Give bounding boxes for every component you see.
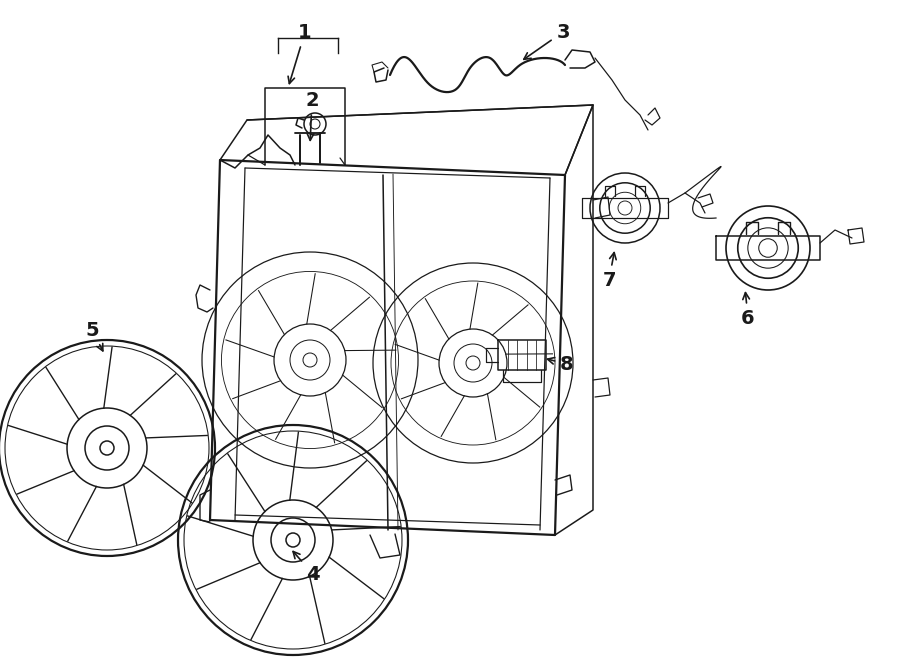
Text: 6: 6 [742, 293, 755, 327]
Ellipse shape [67, 408, 147, 488]
Text: 2: 2 [305, 91, 319, 140]
Text: 7: 7 [602, 253, 616, 290]
Text: 4: 4 [293, 551, 320, 584]
Ellipse shape [253, 500, 333, 580]
Circle shape [274, 324, 346, 396]
Text: 3: 3 [524, 22, 570, 59]
Text: 1: 1 [288, 22, 311, 83]
Text: 8: 8 [547, 354, 574, 373]
Text: 5: 5 [86, 321, 103, 351]
Circle shape [439, 329, 507, 397]
